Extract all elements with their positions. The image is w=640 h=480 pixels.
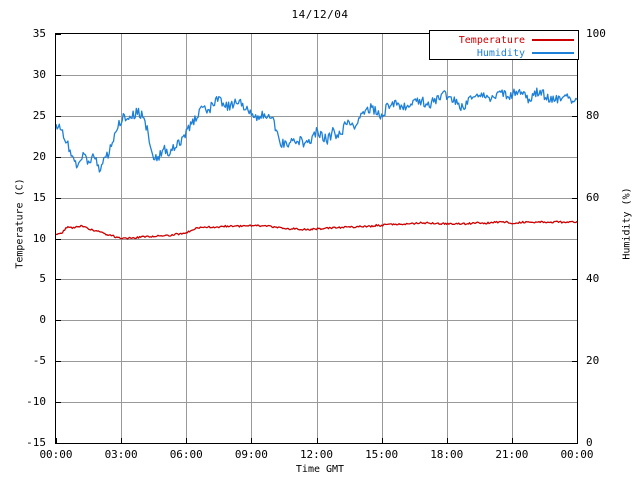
y-right-tick-label: 40 [586, 272, 600, 286]
legend-item-humidity: Humidity [430, 47, 574, 59]
y-left-tick-label: 20 [32, 149, 46, 163]
y-left-tick-label: 30 [32, 67, 46, 81]
x-tick-label: 00:00 [39, 448, 73, 461]
series-lines [56, 87, 577, 240]
x-tick-label: 09:00 [234, 448, 268, 461]
y-left-tick-label: 15 [32, 190, 46, 204]
y-right-tick-label: 100 [586, 27, 606, 40]
x-tick-label: 18:00 [430, 448, 464, 461]
x-tick-label: 03:00 [104, 448, 138, 461]
y-left-tick-label: 35 [32, 27, 46, 40]
x-tick-label: 06:00 [169, 448, 203, 461]
legend-label-temperature: Temperature [458, 34, 525, 46]
x-tick-label: 21:00 [495, 448, 529, 461]
y-left-tick-label: -5 [32, 354, 46, 368]
chart-title: 14/12/04 [291, 8, 349, 21]
y-left-tick-label: 10 [32, 231, 46, 245]
y-right-tick-label: 60 [586, 190, 600, 204]
legend-label-humidity: Humidity [476, 47, 525, 59]
tick-marks [56, 34, 577, 443]
x-tick-label: 12:00 [299, 448, 334, 461]
y-left-tick-label: -10 [26, 395, 46, 409]
series-line-temperature [56, 220, 577, 240]
y-right-tick-label: 20 [586, 354, 600, 368]
legend-swatch-humidity [532, 52, 574, 54]
x-axis-title: Time GMT [295, 464, 345, 475]
gridlines [56, 34, 577, 443]
y-right-tick-label: 80 [586, 108, 600, 122]
series-line-humidity [56, 87, 577, 173]
y-left-tick-label: -15 [26, 436, 46, 449]
y-left-tick-label: 5 [39, 272, 46, 286]
plot-area [55, 33, 578, 444]
legend-item-temperature: Temperature [430, 34, 574, 46]
y-left-tick-label: 0 [39, 313, 46, 327]
legend: Temperature Humidity [429, 30, 579, 60]
y-left-tick-label: 25 [32, 108, 46, 122]
x-tick-label: 15:00 [365, 448, 399, 461]
plot-canvas [56, 34, 577, 443]
x-tick-label: 00:00 [560, 448, 594, 461]
y-right-tick-label: 0 [586, 436, 593, 449]
legend-swatch-temperature [532, 39, 574, 41]
y-axis-right-title: Humidity (%) [621, 187, 633, 260]
